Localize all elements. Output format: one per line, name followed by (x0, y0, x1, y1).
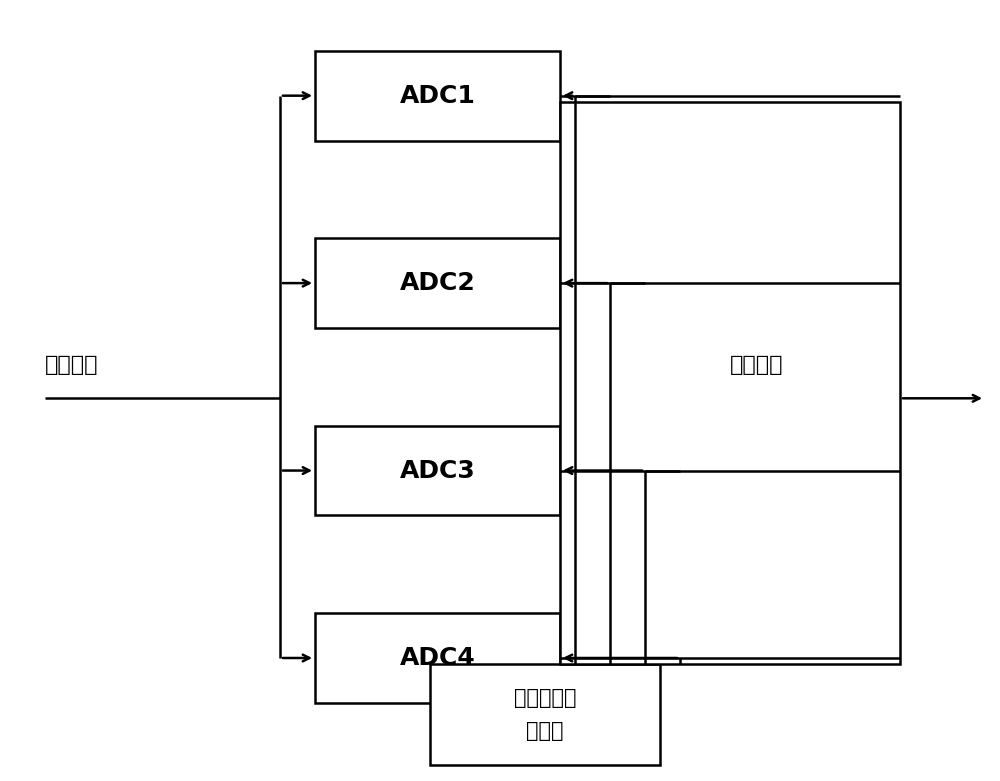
Text: ADC4: ADC4 (400, 646, 475, 670)
Text: ADC1: ADC1 (400, 84, 475, 108)
Bar (315, 426, 560, 515)
Text: 采样时钟产
生电路: 采样时钟产 生电路 (514, 688, 576, 741)
Bar (315, 238, 560, 328)
Text: ADC3: ADC3 (400, 458, 475, 483)
Bar (315, 613, 560, 703)
Bar (430, 664, 660, 765)
Text: ADC2: ADC2 (400, 271, 475, 295)
Text: 输出信号: 输出信号 (730, 355, 784, 375)
Bar (560, 102, 900, 664)
Text: 输入信号: 输入信号 (45, 355, 98, 375)
Bar (315, 51, 560, 141)
